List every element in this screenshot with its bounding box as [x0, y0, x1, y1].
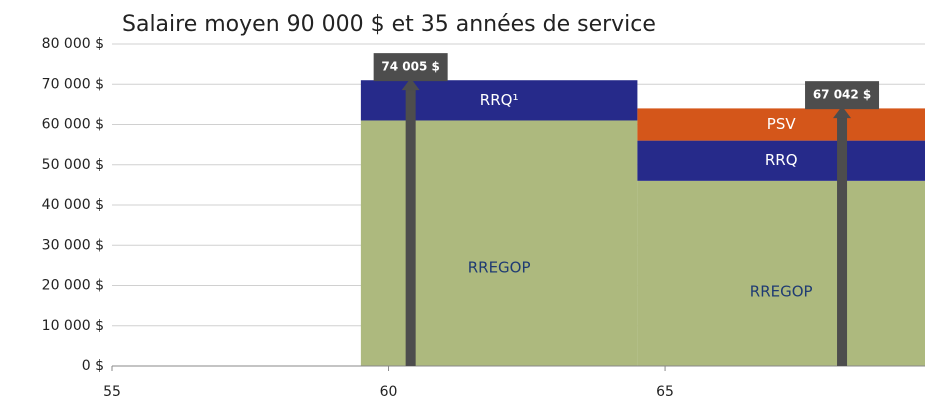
segment-label: PSV: [767, 115, 797, 133]
total-label: 67 042 $: [813, 88, 871, 102]
y-tick-label: 30 000 $: [42, 237, 104, 253]
y-tick-label: 0 $: [82, 358, 104, 374]
y-tick-label: 10 000 $: [42, 318, 104, 334]
y-tick-label: 80 000 $: [42, 36, 104, 52]
segment-label: RREGOP: [750, 282, 813, 300]
y-tick-label: 40 000 $: [42, 197, 104, 213]
area-segment: [360, 120, 638, 366]
y-tick-label: 50 000 $: [42, 157, 104, 173]
area-segment: [637, 140, 925, 181]
area-segment: [637, 108, 925, 141]
total-label-box: [805, 81, 880, 110]
x-tick-label: 60: [380, 384, 398, 400]
segment-label: RRQ¹: [480, 91, 519, 109]
total-arrow-shaft: [405, 88, 416, 366]
area-segment: [637, 180, 925, 366]
total-label: 74 005 $: [381, 60, 439, 74]
y-tick-label: 60 000 $: [42, 117, 104, 133]
total-arrow-shaft: [837, 116, 848, 367]
x-tick-label: 55: [103, 384, 121, 400]
total-arrow-head: [401, 78, 420, 91]
chart-title: Salaire moyen 90 000 $ et 35 années de s…: [122, 12, 656, 37]
total-label-box: [373, 53, 448, 82]
segment-label: RREGOP: [468, 258, 531, 276]
x-tick-label: 65: [656, 384, 674, 400]
y-tick-label: 70 000 $: [42, 76, 104, 92]
segment-label: RRQ: [765, 151, 798, 169]
y-tick-label: 20 000 $: [42, 278, 104, 294]
total-arrow-head: [833, 106, 852, 119]
